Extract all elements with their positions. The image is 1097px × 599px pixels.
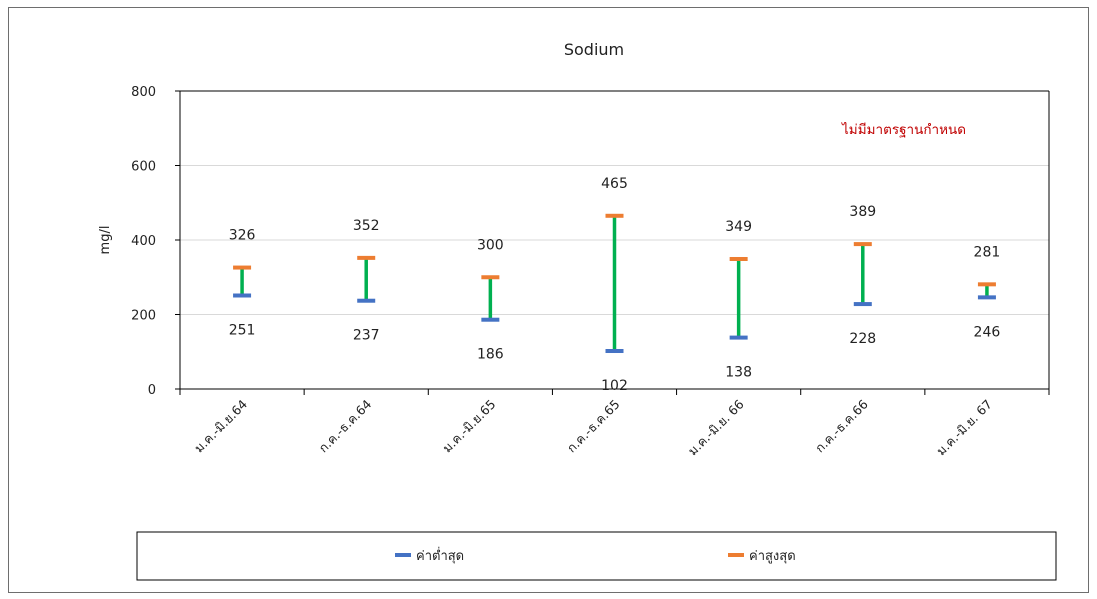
y-tick-label: 0 bbox=[148, 383, 156, 398]
min-marker bbox=[605, 349, 624, 354]
max-value-label: 352 bbox=[353, 218, 380, 234]
chart-svg: Sodium ไม่มีมาตรฐานกำหนด mg/l 0 200 400 600… bbox=[98, 40, 1057, 581]
max-marker bbox=[729, 256, 748, 261]
min-marker bbox=[853, 302, 872, 307]
min-marker bbox=[729, 335, 748, 340]
x-category-label: ก.ค.-ธ.ค.66 bbox=[812, 396, 871, 455]
axes: ม.ค.-มิ.ย.64 ก.ค.-ธ.ค.64 ม.ค.-มิ.ย.65 ก.ค.-… bbox=[175, 90, 1050, 459]
min-marker bbox=[977, 295, 996, 300]
chart-title: Sodium bbox=[564, 40, 624, 59]
legend: ค่าต่ำสุด ค่าสูงสุด bbox=[136, 531, 1057, 581]
min-marker bbox=[481, 317, 500, 322]
legend-box bbox=[136, 531, 1057, 581]
max-marker bbox=[605, 213, 624, 218]
max-value-label: 300 bbox=[477, 237, 504, 253]
min-value-label: 102 bbox=[601, 378, 628, 394]
x-category-label: ม.ค.-มิ.ย. 67 bbox=[933, 397, 995, 459]
x-category-label: ม.ค.-มิ.ย. 66 bbox=[685, 396, 747, 458]
max-marker bbox=[977, 282, 996, 287]
min-value-label: 246 bbox=[974, 324, 1001, 340]
max-value-label: 389 bbox=[849, 204, 876, 220]
max-marker bbox=[233, 265, 252, 270]
max-marker bbox=[481, 275, 500, 280]
min-marker bbox=[233, 293, 252, 298]
min-value-label: 138 bbox=[725, 365, 752, 381]
min-marker bbox=[357, 298, 376, 303]
y-tick-label: 400 bbox=[131, 234, 156, 249]
max-value-label: 326 bbox=[229, 228, 256, 244]
y-axis-label: mg/l bbox=[98, 226, 113, 255]
x-category-label: ก.ค.-ธ.ค.64 bbox=[315, 396, 374, 455]
max-value-label: 281 bbox=[974, 244, 1001, 260]
x-category-label: ม.ค.-มิ.ย.65 bbox=[439, 397, 498, 456]
chart-marks: 251 326 237 352 186 300 102 465 138 349 228 389 246 2… bbox=[229, 176, 1001, 394]
y-tick-label: 200 bbox=[131, 309, 156, 324]
max-value-label: 349 bbox=[725, 219, 752, 235]
min-value-label: 186 bbox=[477, 347, 504, 363]
legend-swatch-max bbox=[728, 553, 744, 557]
legend-label-min: ค่าต่ำสุด bbox=[416, 547, 464, 564]
x-category-label: ม.ค.-มิ.ย.64 bbox=[191, 396, 250, 455]
y-tick-label: 600 bbox=[131, 160, 156, 175]
legend-label-max: ค่าสูงสุด bbox=[749, 549, 796, 564]
max-marker bbox=[853, 242, 872, 247]
no-standard-annotation: ไม่มีมาตรฐานกำหนด bbox=[841, 122, 966, 138]
y-tick-label: 800 bbox=[131, 85, 156, 100]
min-value-label: 228 bbox=[849, 331, 876, 347]
chart-frame: Sodium ไม่มีมาตรฐานกำหนด mg/l 0 200 400 600… bbox=[8, 7, 1089, 593]
max-value-label: 465 bbox=[601, 176, 628, 192]
max-marker bbox=[357, 255, 376, 260]
min-value-label: 237 bbox=[353, 328, 380, 344]
min-value-label: 251 bbox=[229, 323, 256, 339]
legend-swatch-min bbox=[395, 553, 411, 557]
x-category-label: ก.ค.-ธ.ค.65 bbox=[564, 397, 623, 456]
